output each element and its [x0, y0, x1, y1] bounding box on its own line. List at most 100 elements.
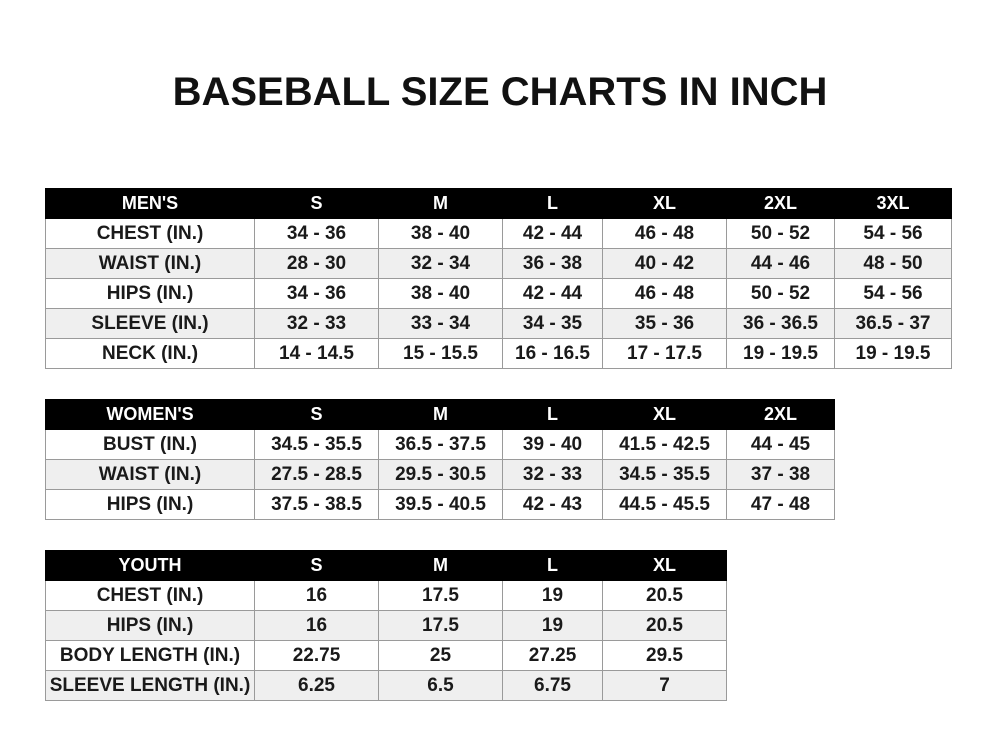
- table-row: CHEST (IN.) 34 - 36 38 - 40 42 - 44 46 - 48 5…: [45, 218, 952, 249]
- size-value: 19 - 19.5: [726, 338, 835, 369]
- table-row: SLEEVE (IN.) 32 - 33 33 - 34 34 - 35 35 - 36…: [45, 308, 952, 339]
- size-header: L: [502, 399, 603, 430]
- size-header: 2XL: [726, 399, 835, 430]
- size-value: 38 - 40: [378, 278, 503, 309]
- size-value: 42 - 43: [502, 489, 603, 520]
- category-header: MEN'S: [45, 188, 255, 219]
- size-value: 25: [378, 640, 503, 671]
- size-value: 16: [254, 580, 379, 611]
- measurement-label: CHEST (IN.): [45, 218, 255, 249]
- size-value: 37 - 38: [726, 459, 835, 490]
- size-header: S: [254, 550, 379, 581]
- table-row: WAIST (IN.) 28 - 30 32 - 34 36 - 38 40 - 42 4…: [45, 248, 952, 279]
- page-title: BASEBALL SIZE CHARTS IN INCH: [172, 70, 828, 114]
- size-value: 32 - 33: [254, 308, 379, 339]
- size-value: 34 - 36: [254, 278, 379, 309]
- size-value: 44.5 - 45.5: [602, 489, 727, 520]
- size-value: 41.5 - 42.5: [602, 429, 727, 460]
- size-value: 32 - 34: [378, 248, 503, 279]
- measurement-label: BUST (IN.): [45, 429, 255, 460]
- measurement-label: SLEEVE LENGTH (IN.): [45, 670, 255, 701]
- size-value: 34 - 36: [254, 218, 379, 249]
- size-header: XL: [602, 188, 727, 219]
- measurement-label: WAIST (IN.): [45, 459, 255, 490]
- size-value: 46 - 48: [602, 278, 727, 309]
- table-row: HIPS (IN.) 37.5 - 38.5 39.5 - 40.5 42 - 43 4…: [45, 489, 835, 520]
- size-header: M: [378, 399, 503, 430]
- size-value: 36 - 38: [502, 248, 603, 279]
- size-value: 42 - 44: [502, 278, 603, 309]
- table-row: NECK (IN.) 14 - 14.5 15 - 15.5 16 - 16.5 17 …: [45, 338, 952, 369]
- size-value: 48 - 50: [834, 248, 952, 279]
- size-header: S: [254, 399, 379, 430]
- size-value: 36.5 - 37: [834, 308, 952, 339]
- size-value: 39 - 40: [502, 429, 603, 460]
- measurement-label: BODY LENGTH (IN.): [45, 640, 255, 671]
- size-value: 16: [254, 610, 379, 641]
- header-row: MEN'S S M L XL 2XL 3XL: [45, 188, 952, 219]
- table-row: WAIST (IN.) 27.5 - 28.5 29.5 - 30.5 32 - 33…: [45, 459, 835, 490]
- size-value: 6.5: [378, 670, 503, 701]
- size-value: 54 - 56: [834, 218, 952, 249]
- size-value: 29.5 - 30.5: [378, 459, 503, 490]
- category-header: YOUTH: [45, 550, 255, 581]
- size-value: 33 - 34: [378, 308, 503, 339]
- size-header: XL: [602, 550, 727, 581]
- womens-size-table: WOMEN'S S M L XL 2XL BUST (IN.) 34.5 - 35.5 36.5…: [45, 399, 835, 520]
- measurement-label: WAIST (IN.): [45, 248, 255, 279]
- size-value: 22.75: [254, 640, 379, 671]
- size-value: 6.75: [502, 670, 603, 701]
- size-header: XL: [602, 399, 727, 430]
- size-value: 37.5 - 38.5: [254, 489, 379, 520]
- table-row: BODY LENGTH (IN.) 22.75 25 27.25 29.5: [45, 640, 727, 671]
- size-value: 17.5: [378, 580, 503, 611]
- size-value: 6.25: [254, 670, 379, 701]
- size-value: 15 - 15.5: [378, 338, 503, 369]
- size-value: 29.5: [602, 640, 727, 671]
- size-value: 28 - 30: [254, 248, 379, 279]
- size-header: S: [254, 188, 379, 219]
- header-row: YOUTH S M L XL: [45, 550, 727, 581]
- size-value: 39.5 - 40.5: [378, 489, 503, 520]
- table-row: BUST (IN.) 34.5 - 35.5 36.5 - 37.5 39 - 40 4…: [45, 429, 835, 460]
- size-value: 44 - 46: [726, 248, 835, 279]
- size-header: L: [502, 188, 603, 219]
- size-value: 47 - 48: [726, 489, 835, 520]
- size-value: 36 - 36.5: [726, 308, 835, 339]
- size-value: 16 - 16.5: [502, 338, 603, 369]
- size-value: 14 - 14.5: [254, 338, 379, 369]
- measurement-label: CHEST (IN.): [45, 580, 255, 611]
- size-value: 34.5 - 35.5: [254, 429, 379, 460]
- size-value: 34 - 35: [502, 308, 603, 339]
- size-value: 42 - 44: [502, 218, 603, 249]
- size-value: 19: [502, 610, 603, 641]
- measurement-label: SLEEVE (IN.): [45, 308, 255, 339]
- table-row: HIPS (IN.) 34 - 36 38 - 40 42 - 44 46 - 48 50…: [45, 278, 952, 309]
- size-value: 40 - 42: [602, 248, 727, 279]
- size-value: 46 - 48: [602, 218, 727, 249]
- mens-size-table: MEN'S S M L XL 2XL 3XL CHEST (IN.) 34 - 36 38 - 4…: [45, 188, 952, 369]
- size-value: 7: [602, 670, 727, 701]
- size-value: 17 - 17.5: [602, 338, 727, 369]
- size-value: 44 - 45: [726, 429, 835, 460]
- size-value: 17.5: [378, 610, 503, 641]
- size-value: 54 - 56: [834, 278, 952, 309]
- table-row: SLEEVE LENGTH (IN.) 6.25 6.5 6.75 7: [45, 670, 727, 701]
- measurement-label: NECK (IN.): [45, 338, 255, 369]
- table-row: CHEST (IN.) 16 17.5 19 20.5: [45, 580, 727, 611]
- table-row: HIPS (IN.) 16 17.5 19 20.5: [45, 610, 727, 641]
- size-value: 27.25: [502, 640, 603, 671]
- size-value: 38 - 40: [378, 218, 503, 249]
- size-header: L: [502, 550, 603, 581]
- size-value: 50 - 52: [726, 218, 835, 249]
- size-value: 34.5 - 35.5: [602, 459, 727, 490]
- size-value: 19 - 19.5: [834, 338, 952, 369]
- size-header: M: [378, 188, 503, 219]
- size-value: 36.5 - 37.5: [378, 429, 503, 460]
- size-value: 32 - 33: [502, 459, 603, 490]
- size-value: 50 - 52: [726, 278, 835, 309]
- size-header: 3XL: [834, 188, 952, 219]
- size-value: 19: [502, 580, 603, 611]
- measurement-label: HIPS (IN.): [45, 610, 255, 641]
- size-value: 20.5: [602, 580, 727, 611]
